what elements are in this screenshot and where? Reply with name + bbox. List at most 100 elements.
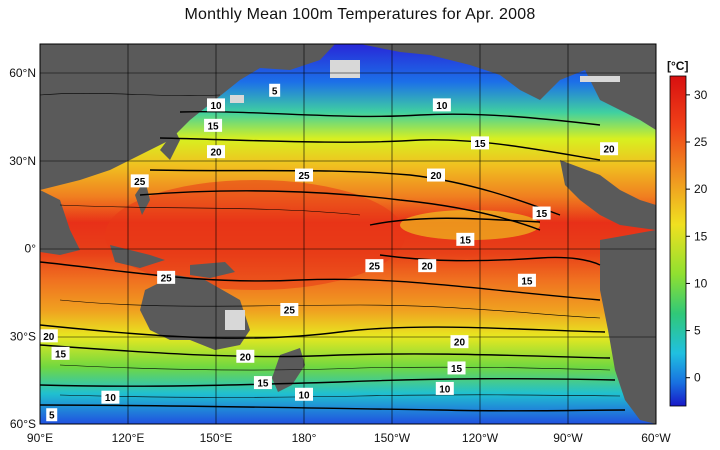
- svg-text:15: 15: [208, 121, 220, 132]
- y-tick-label: 60°N: [9, 66, 36, 80]
- warm-pool: [105, 180, 405, 290]
- y-tick-label: 30°S: [10, 329, 36, 343]
- contour-label: 10: [207, 98, 225, 112]
- contour-label: 25: [130, 174, 149, 188]
- colorbar-tick-label: 10: [694, 276, 708, 290]
- svg-text:25: 25: [298, 171, 310, 182]
- colorbar-tick-label: 15: [694, 229, 708, 243]
- svg-text:20: 20: [430, 171, 442, 182]
- svg-text:5: 5: [49, 411, 55, 422]
- x-tick-label: 120°W: [462, 431, 499, 445]
- svg-text:25: 25: [369, 262, 381, 273]
- y-tick-label: 60°S: [10, 417, 36, 431]
- contour-label: 20: [40, 329, 58, 343]
- colorbar-tick-label: 30: [694, 88, 708, 102]
- contour-label: 5: [269, 83, 281, 97]
- x-tick-label: 150°E: [200, 431, 233, 445]
- japan-landmass: [160, 130, 180, 160]
- contour-label: 15: [532, 206, 551, 220]
- x-tick-label: 90°W: [553, 431, 583, 445]
- y-tick-label: 0°: [25, 242, 37, 256]
- contour-label: 25: [295, 168, 313, 182]
- x-axis-ticks: 90°E 120°E 150°E 180° 150°W 120°W 90°W 60°W: [27, 431, 671, 445]
- y-axis-ticks: 60°N 30°N 0° 30°S 60°S: [9, 66, 36, 431]
- svg-text:15: 15: [474, 139, 486, 150]
- svg-text:15: 15: [451, 364, 463, 375]
- contour-label: 15: [51, 346, 70, 360]
- indochina-landmass: [40, 190, 80, 255]
- contour-label: 20: [418, 259, 437, 273]
- colorbar-scale: [669, 75, 687, 407]
- contour-label: 10: [295, 387, 313, 401]
- philippines-landmass: [135, 180, 150, 215]
- svg-text:15: 15: [536, 209, 548, 220]
- contour-label: 15: [517, 273, 536, 287]
- svg-text:20: 20: [604, 145, 616, 156]
- contour-label: 15: [471, 136, 489, 150]
- svg-text:10: 10: [436, 101, 448, 112]
- indonesia-landmass: [110, 245, 165, 268]
- x-tick-label: 60°W: [641, 431, 671, 445]
- x-tick-label: 180°: [292, 431, 317, 445]
- contour-label: 15: [447, 361, 466, 375]
- north-america-landmass: [360, 44, 656, 130]
- contour-label: 20: [207, 145, 225, 159]
- svg-text:5: 5: [272, 86, 278, 97]
- map-title: Monthly Mean 100m Temperatures for Apr. …: [184, 6, 536, 23]
- ice-areas: [225, 60, 620, 330]
- asia-landmass: [40, 44, 335, 190]
- contour-label: 25: [280, 303, 299, 317]
- svg-text:10: 10: [439, 384, 451, 395]
- y-tick-label: 30°N: [9, 154, 36, 168]
- contour-label: 20: [427, 168, 445, 182]
- central-america-landmass: [560, 160, 656, 230]
- svg-text:15: 15: [257, 379, 269, 390]
- contour-label: 15: [456, 232, 475, 246]
- contour-label: 20: [600, 142, 619, 156]
- graticule: [40, 44, 656, 424]
- colorbar-tick-label: 20: [694, 182, 708, 196]
- svg-text:20: 20: [210, 148, 222, 159]
- svg-text:10: 10: [105, 393, 117, 404]
- svg-text:15: 15: [55, 349, 67, 360]
- land: [40, 44, 656, 424]
- contour-label: 25: [157, 270, 176, 284]
- new-guinea-landmass: [190, 262, 235, 278]
- contour-label: 5: [46, 408, 58, 422]
- svg-text:25: 25: [284, 306, 296, 317]
- svg-text:15: 15: [521, 276, 533, 287]
- colorbar-tick-label: 5: [694, 324, 701, 338]
- svg-text:20: 20: [422, 262, 434, 273]
- contour-label: 10: [101, 390, 120, 404]
- svg-text:20: 20: [240, 352, 252, 363]
- colorbar: [°C] 30 25 20 15 10 5 0: [667, 59, 708, 407]
- svg-text:10: 10: [298, 390, 310, 401]
- contour-label: 20: [450, 335, 469, 349]
- svg-text:25: 25: [161, 273, 173, 284]
- australia-landmass: [140, 275, 250, 350]
- colorbar-tick-label: 0: [694, 371, 701, 385]
- colorbar-ticks: 30 25 20 15 10 5 0: [686, 88, 708, 385]
- x-tick-label: 90°E: [27, 431, 53, 445]
- svg-text:20: 20: [454, 338, 466, 349]
- contour-label: 10: [435, 381, 454, 395]
- svg-text:15: 15: [460, 235, 472, 246]
- contour-label: 20: [236, 349, 255, 363]
- cool-tongue: [400, 210, 540, 240]
- contour-label: 25: [365, 259, 384, 273]
- colorbar-tick-label: 25: [694, 135, 708, 149]
- x-tick-label: 120°E: [112, 431, 145, 445]
- south-america-landmass: [600, 230, 656, 424]
- x-tick-label: 150°W: [374, 431, 411, 445]
- contour-label: 15: [204, 118, 223, 132]
- contour-label: 10: [432, 98, 451, 112]
- contour-label: 15: [253, 376, 272, 390]
- contour-lines: [40, 93, 626, 412]
- map-frame: [39, 43, 657, 425]
- svg-text:20: 20: [43, 332, 55, 343]
- svg-text:10: 10: [210, 101, 222, 112]
- svg-text:25: 25: [134, 177, 146, 188]
